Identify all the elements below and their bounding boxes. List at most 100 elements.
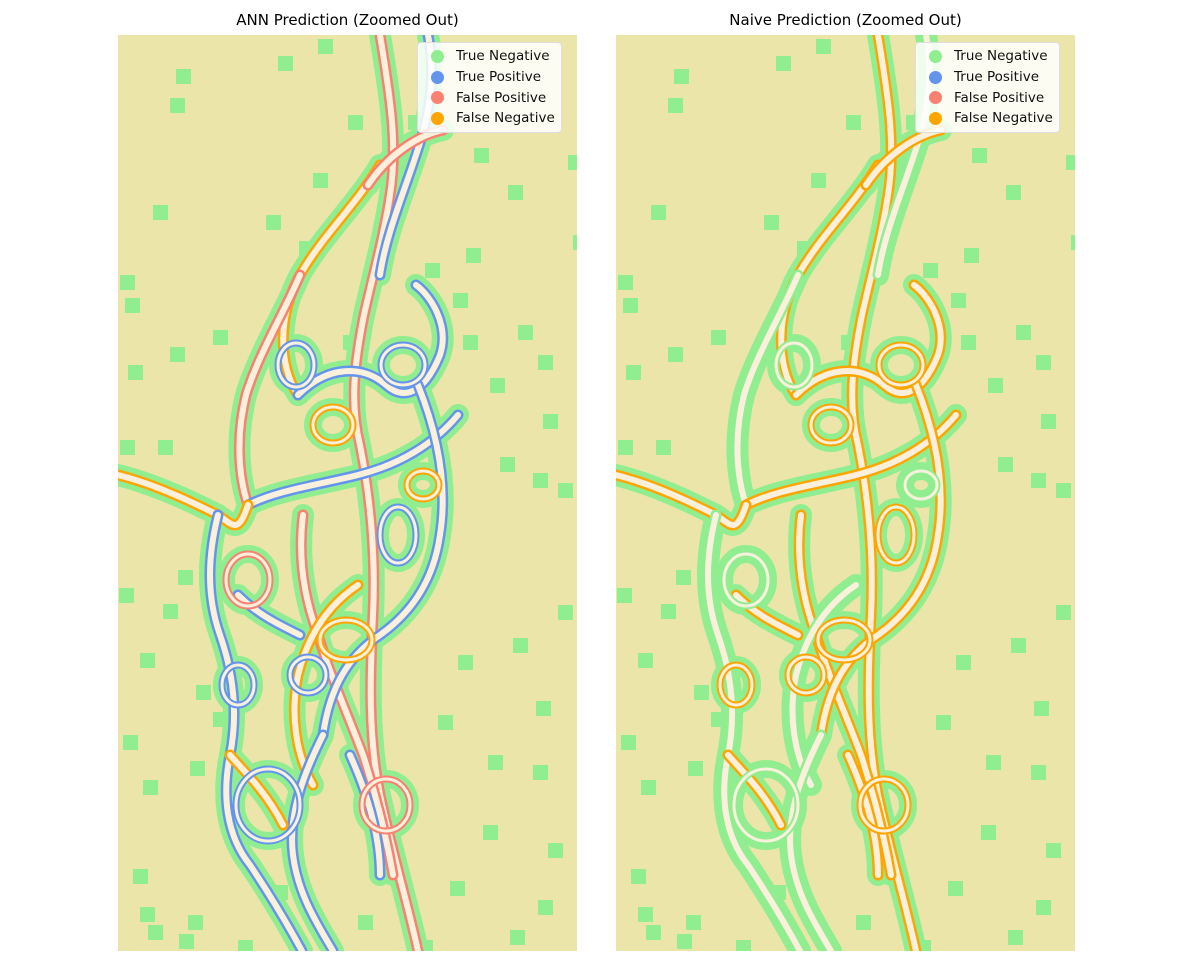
true-negative-patch [196, 685, 211, 700]
legend-marker [431, 49, 444, 63]
true-negative-patch [623, 298, 638, 313]
legend-item-true-negative: True Negative [922, 46, 1053, 67]
legend-marker [929, 111, 942, 125]
true-negative-patch [538, 900, 553, 915]
legend-marker [929, 49, 942, 63]
true-negative-patch [1056, 483, 1071, 498]
true-negative-patch [764, 215, 779, 230]
true-negative-patch [694, 685, 709, 700]
legend-label: False Negative [954, 110, 1053, 127]
loop-interior [360, 777, 412, 833]
loop-interior [876, 505, 916, 565]
loop-interior [877, 343, 925, 387]
true-negative-patch [140, 653, 155, 668]
true-negative-patch [170, 347, 185, 362]
true-negative-patch [463, 335, 478, 350]
channel-interior [227, 752, 286, 828]
true-negative-patch [533, 473, 548, 488]
true-negative-patch [188, 915, 203, 930]
true-negative-patch [438, 715, 453, 730]
true-negative-patch [1016, 325, 1031, 340]
true-negative-patch [573, 235, 577, 250]
legend-item-false-negative: False Negative [922, 108, 1053, 129]
true-negative-patch [948, 881, 963, 896]
loop-interior [718, 663, 754, 707]
loop-interior [722, 552, 770, 608]
true-negative-patch [148, 925, 163, 940]
legend-marker [431, 70, 444, 84]
loop-interior [774, 341, 814, 389]
true-negative-patch [1036, 355, 1051, 370]
loop-interior [809, 405, 853, 445]
channel-interior [725, 752, 784, 828]
channel-interior [289, 732, 336, 951]
legend-ann: True Negative True Positive False Positi… [417, 42, 562, 133]
true-negative-patch [1034, 701, 1049, 716]
true-negative-patch [651, 205, 666, 220]
legend-item-false-negative: False Negative [424, 108, 555, 129]
legend-naive: True Negative True Positive False Positi… [915, 42, 1060, 133]
loop-interior [405, 469, 441, 501]
true-negative-patch [119, 588, 134, 603]
legend-marker [431, 111, 444, 125]
true-negative-patch [646, 925, 661, 940]
true-negative-patch [677, 934, 692, 949]
channel-interior [291, 582, 361, 788]
loop-interior [786, 655, 826, 695]
true-negative-patch [1066, 155, 1075, 170]
true-negative-patch [1046, 843, 1061, 858]
naive-prediction-map [616, 35, 1075, 951]
legend-label: True Positive [954, 69, 1040, 86]
true-negative-patch [711, 330, 726, 345]
true-negative-patch [425, 263, 440, 278]
loop-interior [276, 341, 316, 389]
loop-interior [378, 505, 418, 565]
true-negative-patch [278, 56, 293, 71]
true-negative-patch [1031, 473, 1046, 488]
true-negative-patch [458, 655, 473, 670]
loop-interior [311, 405, 355, 445]
true-negative-patch [508, 185, 523, 200]
channel-interior [236, 272, 303, 508]
true-negative-patch [998, 457, 1013, 472]
true-negative-patch [668, 98, 683, 113]
legend-label: True Positive [456, 69, 542, 86]
channel-interior [787, 732, 834, 951]
legend-marker [929, 91, 942, 105]
channel-interior [796, 512, 894, 878]
loop-interior [224, 552, 272, 608]
true-negative-patch [513, 638, 528, 653]
true-negative-patch [543, 414, 558, 429]
true-negative-patch [533, 765, 548, 780]
true-negative-patch [923, 263, 938, 278]
true-negative-patch [961, 335, 976, 350]
channel-interior [295, 282, 446, 398]
channel-interior [793, 282, 944, 398]
true-negative-patch [1036, 900, 1051, 915]
loop-interior [732, 767, 800, 843]
loop-interior [379, 343, 427, 387]
true-negative-patch [668, 347, 683, 362]
channel-interior [789, 582, 859, 788]
true-negative-patch [128, 365, 143, 380]
true-negative-patch [972, 148, 987, 163]
legend-label: True Negative [456, 48, 550, 65]
true-negative-patch [133, 869, 148, 884]
loop-interior [288, 655, 328, 695]
true-negative-patch [686, 915, 701, 930]
true-negative-patch [483, 825, 498, 840]
true-negative-patch [313, 173, 328, 188]
true-negative-patch [450, 881, 465, 896]
channel-interior [235, 592, 303, 638]
true-negative-patch [638, 653, 653, 668]
true-negative-patch [178, 570, 193, 585]
true-negative-patch [558, 605, 573, 620]
true-negative-patch [1008, 930, 1023, 945]
true-negative-patch [466, 248, 481, 263]
true-negative-patch [568, 155, 577, 170]
true-negative-patch [1006, 185, 1021, 200]
true-negative-patch [856, 915, 871, 930]
channel-interior [347, 752, 383, 878]
legend-label: False Positive [456, 89, 547, 106]
loop-interior [858, 777, 910, 833]
